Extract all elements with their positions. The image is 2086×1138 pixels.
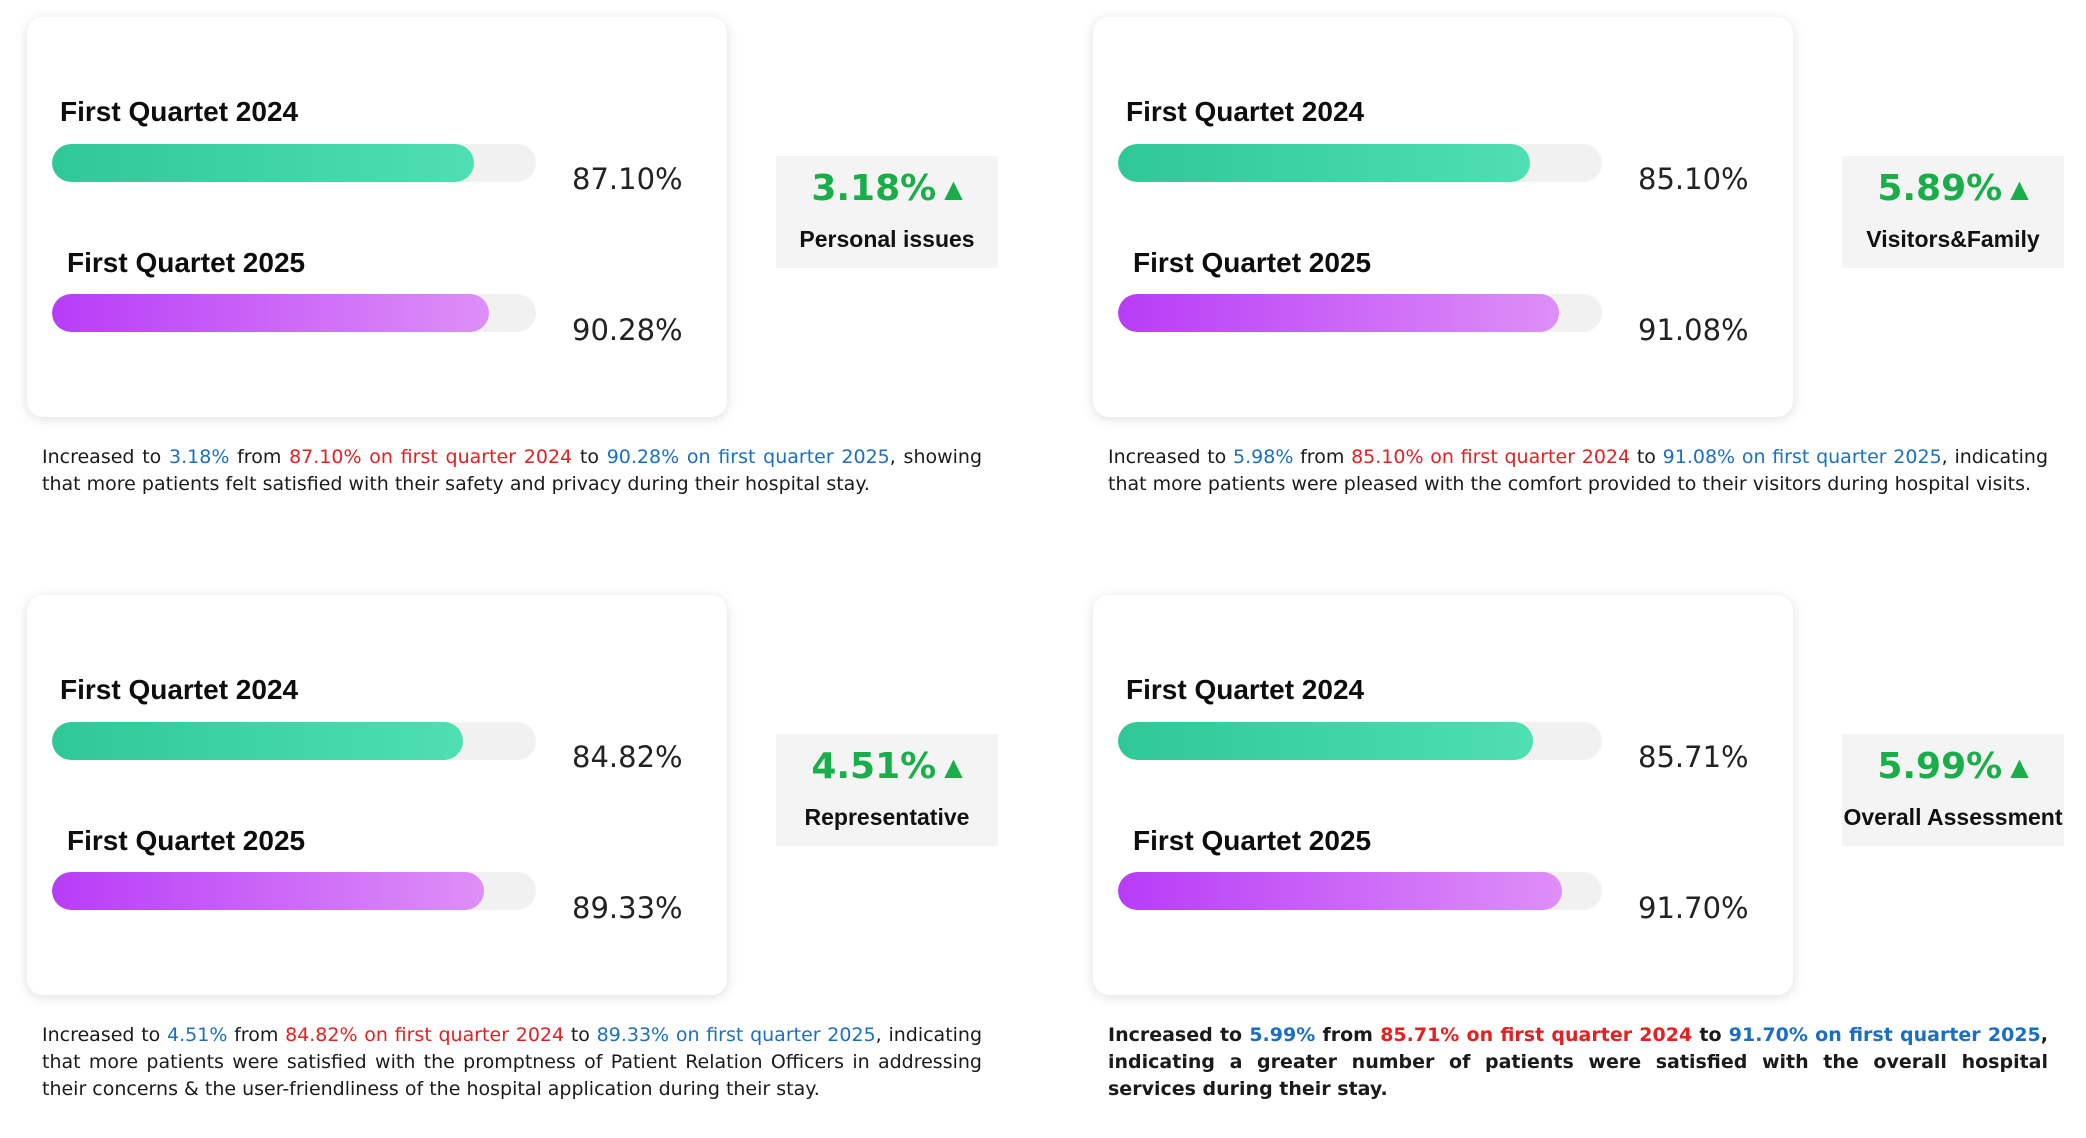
desc-prefix: Increased to [1108, 1024, 1250, 1046]
desc-value-2024: 87.10% on first quarter 2024 [289, 446, 573, 468]
metric-panel-personal-issues: First Quartet 2024 87.10% First Quartet … [0, 0, 1020, 560]
bar-chart-card: First Quartet 2024 87.10% First Quartet … [27, 17, 727, 417]
desc-value-2025: 89.33% on first quarter 2025 [596, 1024, 876, 1046]
value-label-2024: 85.71% [1638, 740, 1749, 774]
desc-to: to [572, 446, 607, 468]
description-text: Increased to 5.99% from 85.71% on first … [1108, 1022, 2048, 1103]
category-label-2025: First Quartet 2025 [1133, 247, 1372, 278]
change-badge: 3.18% ▲ Personal issues [776, 156, 998, 268]
value-label-2025: 91.08% [1638, 313, 1749, 347]
change-category-label: Overall Assessment [1843, 804, 2063, 830]
arrow-up-icon: ▲ [2010, 175, 2029, 203]
category-label-2024: First Quartet 2024 [60, 674, 299, 705]
arrow-up-icon: ▲ [944, 175, 963, 203]
bar-2024 [52, 144, 474, 182]
desc-to: to [1630, 446, 1663, 468]
bar-track-2025 [1118, 294, 1602, 332]
bar-2024 [52, 722, 463, 760]
desc-from: from [229, 446, 290, 468]
bar-track-2025 [52, 872, 536, 910]
change-badge: 5.89% ▲ Visitors&Family [1842, 156, 2064, 268]
bar-2025 [52, 872, 485, 910]
change-badge: 4.51% ▲ Representative [776, 734, 998, 846]
desc-rest: , indicating a greater number of patient… [1108, 1024, 2048, 1100]
value-label-2024: 85.10% [1638, 162, 1749, 196]
category-label-2024: First Quartet 2024 [1126, 96, 1365, 127]
change-category-label: Representative [804, 804, 970, 830]
bar-track-2024 [1118, 144, 1602, 182]
bar-2024 [1118, 722, 1533, 760]
bar-track-2024 [52, 144, 536, 182]
arrow-up-icon: ▲ [944, 753, 963, 781]
description-text: Increased to 5.98% from 85.10% on first … [1108, 444, 2048, 498]
category-label-2025: First Quartet 2025 [67, 247, 306, 278]
change-value: 4.51% [811, 746, 937, 787]
bar-2025 [1118, 872, 1562, 910]
value-label-2025: 90.28% [572, 313, 683, 347]
bar-track-2025 [52, 294, 536, 332]
bar-track-2025 [1118, 872, 1602, 910]
bar-chart-card: First Quartet 2024 85.71% First Quartet … [1093, 595, 1793, 995]
desc-to: to [1692, 1024, 1729, 1046]
desc-prefix: Increased to [42, 446, 170, 468]
category-label-2025: First Quartet 2025 [67, 825, 306, 856]
desc-value-2024: 85.71% on first quarter 2024 [1380, 1024, 1693, 1046]
desc-change-pct: 5.98% [1233, 446, 1294, 468]
value-label-2025: 89.33% [572, 891, 683, 925]
bar-2025 [52, 294, 489, 332]
bar-track-2024 [1118, 722, 1602, 760]
value-label-2024: 87.10% [572, 162, 683, 196]
change-value: 5.99% [1877, 746, 2003, 787]
arrow-up-icon: ▲ [2010, 753, 2029, 781]
description-text: Increased to 3.18% from 87.10% on first … [42, 444, 982, 498]
desc-to: to [564, 1024, 597, 1046]
category-label-2025: First Quartet 2025 [1133, 825, 1372, 856]
desc-prefix: Increased to [1108, 446, 1234, 468]
change-category-label: Personal issues [799, 226, 975, 252]
change-value: 3.18% [811, 168, 937, 209]
bar-chart-card: First Quartet 2024 85.10% First Quartet … [1093, 17, 1793, 417]
change-value: 5.89% [1877, 168, 2003, 209]
bar-2025 [1118, 294, 1559, 332]
value-label-2024: 84.82% [572, 740, 683, 774]
category-label-2024: First Quartet 2024 [60, 96, 299, 127]
desc-value-2025: 90.28% on first quarter 2025 [606, 446, 890, 468]
desc-from: from [227, 1024, 286, 1046]
desc-change-pct: 5.99% [1249, 1024, 1316, 1046]
desc-value-2024: 85.10% on first quarter 2024 [1351, 446, 1631, 468]
metric-panel-visitors-family: First Quartet 2024 85.10% First Quartet … [1066, 0, 2086, 560]
desc-from: from [1315, 1024, 1381, 1046]
bar-track-2024 [52, 722, 536, 760]
change-category-label: Visitors&Family [1866, 226, 2040, 252]
category-label-2024: First Quartet 2024 [1126, 674, 1365, 705]
desc-change-pct: 3.18% [169, 446, 230, 468]
value-label-2025: 91.70% [1638, 891, 1749, 925]
desc-rest: , indicating that more patients were ple… [1108, 446, 2049, 495]
description-text: Increased to 4.51% from 84.82% on first … [42, 1022, 982, 1103]
change-badge: 5.99% ▲ Overall Assessment [1842, 734, 2064, 846]
bar-chart-card: First Quartet 2024 84.82% First Quartet … [27, 595, 727, 995]
desc-value-2025: 91.70% on first quarter 2025 [1728, 1024, 2041, 1046]
desc-value-2024: 84.82% on first quarter 2024 [285, 1024, 565, 1046]
desc-prefix: Increased to [42, 1024, 168, 1046]
desc-value-2025: 91.08% on first quarter 2025 [1662, 446, 1942, 468]
desc-rest: , showing that more patients felt satisf… [42, 446, 983, 495]
bar-2024 [1118, 144, 1530, 182]
desc-change-pct: 4.51% [167, 1024, 228, 1046]
metric-panel-overall-assessment: First Quartet 2024 85.71% First Quartet … [1066, 578, 2086, 1138]
desc-rest: , indicating that more patients were sat… [42, 1024, 983, 1100]
desc-from: from [1293, 446, 1352, 468]
metric-panel-representative: First Quartet 2024 84.82% First Quartet … [0, 578, 1020, 1138]
